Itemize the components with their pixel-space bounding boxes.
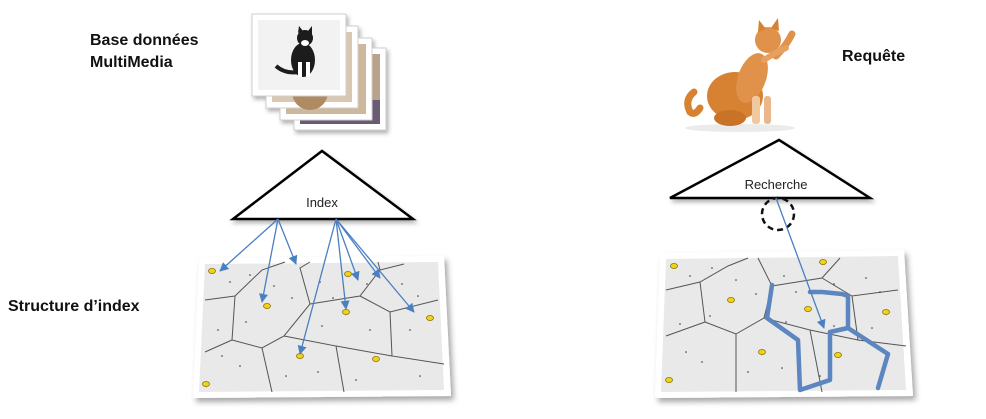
query-arrow: [775, 197, 826, 329]
index-structure-label: Structure d’index: [8, 298, 140, 315]
search-triangle-label: Recherche: [745, 177, 808, 192]
query-point-circle-icon: [760, 196, 796, 232]
index-points-right: [679, 267, 883, 377]
index-points-left: [217, 274, 421, 381]
photo-stack: [251, 13, 387, 131]
search-triangle: Recherche: [669, 138, 875, 200]
database-label: Base données MultiMedia: [90, 30, 198, 74]
index-sites-left: [202, 267, 434, 387]
photo-card-1: [251, 13, 347, 97]
search-path-branch: [845, 325, 891, 391]
query-label: Requête: [842, 48, 906, 65]
index-sites-right: [665, 258, 890, 383]
database-label-line2: MultiMedia: [90, 54, 173, 71]
index-structure-panel-left: [193, 256, 451, 398]
voronoi-edges-right: [665, 257, 907, 393]
database-label-line1: Base données: [90, 32, 199, 49]
index-triangle-label: Index: [306, 195, 338, 210]
query-entry: [760, 196, 826, 329]
voronoi-edges-left: [204, 261, 445, 393]
query-cat-icon: [684, 18, 796, 132]
search-path: [764, 282, 851, 393]
index-arrows: [219, 218, 415, 355]
index-structure-panel-right: [655, 250, 913, 398]
index-triangle: Index: [229, 149, 417, 221]
